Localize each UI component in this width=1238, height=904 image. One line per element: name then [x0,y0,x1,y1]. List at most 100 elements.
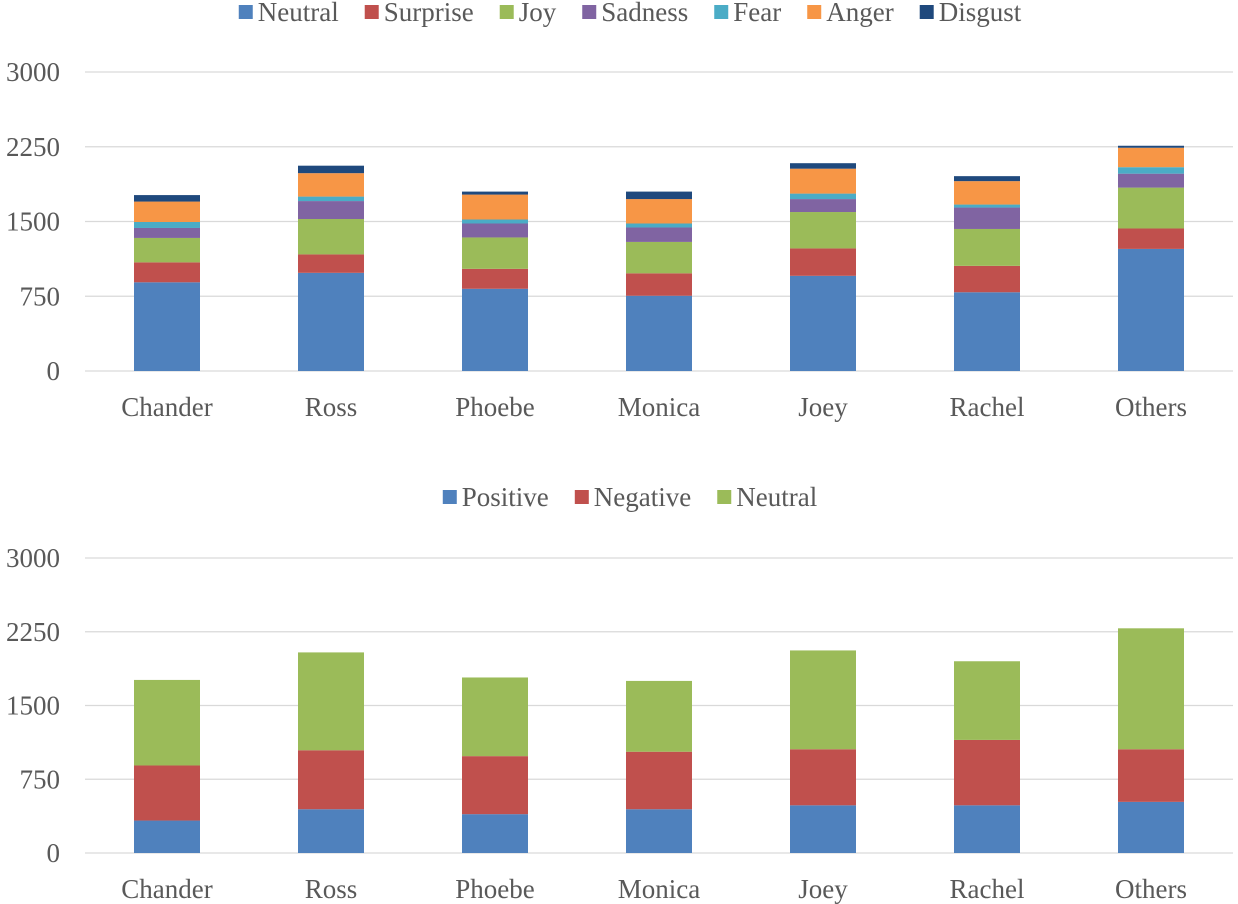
bar-others-disgust [1118,145,1184,148]
bar-monica-joy [626,241,692,274]
x-category-label: Chander [121,392,212,422]
x-category-label: Rachel [950,874,1025,904]
bar-rachel-sadness [954,207,1020,229]
bar-ross-joy [298,219,364,255]
y-tick-label: 2250 [6,617,60,647]
legend-swatch [714,5,729,19]
y-tick-label: 1500 [6,207,60,237]
bar-phoebe-positive [462,814,528,853]
legend-label: Negative [594,482,691,512]
bar-chander-fear [134,221,200,228]
bar-joey-sadness [790,199,856,213]
y-tick-label: 3000 [6,57,60,87]
bar-phoebe-neutral [462,677,528,757]
bar-chander-anger [134,201,200,222]
bar-joey-negative [790,749,856,806]
bar-ross-surprise [298,254,364,273]
bar-joey-joy [790,212,856,249]
bar-joey-anger [790,168,856,194]
bar-chander-disgust [134,195,200,202]
legend-label: Neutral [258,0,339,27]
bar-monica-neutral [626,680,692,752]
x-category-label: Rachel [950,392,1025,422]
bar-phoebe-surprise [462,268,528,289]
bar-monica-sadness [626,227,692,242]
bar-joey-surprise [790,248,856,276]
legend-swatch [364,5,379,19]
bar-ross-disgust [298,165,364,174]
bar-phoebe-fear [462,219,528,224]
bar-rachel-neutral [954,292,1020,371]
legend-swatch [499,5,514,19]
y-tick-label: 0 [47,356,61,386]
bar-phoebe-sadness [462,223,528,238]
bar-monica-surprise [626,273,692,296]
bar-ross-sadness [298,201,364,220]
bar-joey-neutral [790,650,856,750]
x-category-label: Others [1115,874,1187,904]
bar-ross-negative [298,750,364,810]
legend-label: Positive [462,482,549,512]
legend-label: Sadness [601,0,688,27]
bar-phoebe-disgust [462,191,528,195]
bar-monica-positive [626,809,692,853]
bar-rachel-disgust [954,176,1020,182]
legend-swatch [238,5,253,19]
legend-label: Neutral [736,482,817,512]
bar-ross-anger [298,173,364,197]
bar-rachel-anger [954,181,1020,205]
y-tick-label: 0 [47,838,61,868]
bar-others-surprise [1118,228,1184,249]
y-tick-label: 1500 [6,691,60,721]
x-category-label: Phoebe [455,874,535,904]
bar-ross-positive [298,809,364,853]
bar-phoebe-neutral [462,288,528,371]
legend-swatch [574,490,589,504]
chart-2: 0 750 1500 2250 3000 Chander Ross Phoebe Monica J… [6,482,1233,904]
bar-others-neutral [1118,248,1184,371]
bar-others-positive [1118,801,1184,853]
bar-phoebe-anger [462,194,528,220]
bar-chander-sadness [134,227,200,238]
bar-rachel-negative [954,739,1020,806]
legend-swatch [442,490,457,504]
bar-others-fear [1118,167,1184,174]
chart-1: 0 750 1500 2250 3000 Chander Ross Phoebe Monica J… [6,0,1233,422]
bar-ross-neutral [298,652,364,751]
legend: Neutral Surprise Joy Sadness Fear Anger Disgus… [238,0,1022,27]
bar-phoebe-joy [462,237,528,269]
bar-rachel-joy [954,228,1020,266]
x-category-label: Ross [305,392,358,422]
legend: Positive Negative Neutral [442,482,817,512]
bar-phoebe-negative [462,756,528,815]
bar-ross-neutral [298,272,364,371]
bar-rachel-positive [954,805,1020,853]
x-category-label: Ross [305,874,358,904]
bar-joey-disgust [790,163,856,169]
y-tick-label: 750 [20,281,61,311]
bar-chander-neutral [134,282,200,371]
bar-joey-positive [790,805,856,853]
bar-joey-fear [790,193,856,200]
bar-others-anger [1118,147,1184,168]
bar-rachel-surprise [954,265,1020,293]
bar-chander-neutral [134,679,200,766]
legend-label: Disgust [939,0,1022,27]
legend-swatch [807,5,822,19]
bar-rachel-neutral [954,661,1020,740]
x-category-label: Others [1115,392,1187,422]
bar-monica-fear [626,223,692,228]
bar-rachel-fear [954,204,1020,208]
x-category-label: Chander [121,874,212,904]
x-category-label: Joey [798,392,848,422]
legend-swatch [717,490,732,504]
bar-chander-positive [134,820,200,853]
bar-chander-joy [134,237,200,263]
legend-label: Surprise [384,0,474,27]
x-category-label: Monica [618,392,700,422]
x-category-label: Phoebe [455,392,535,422]
bar-others-negative [1118,749,1184,802]
bar-ross-fear [298,196,364,202]
x-category-label: Joey [798,874,848,904]
